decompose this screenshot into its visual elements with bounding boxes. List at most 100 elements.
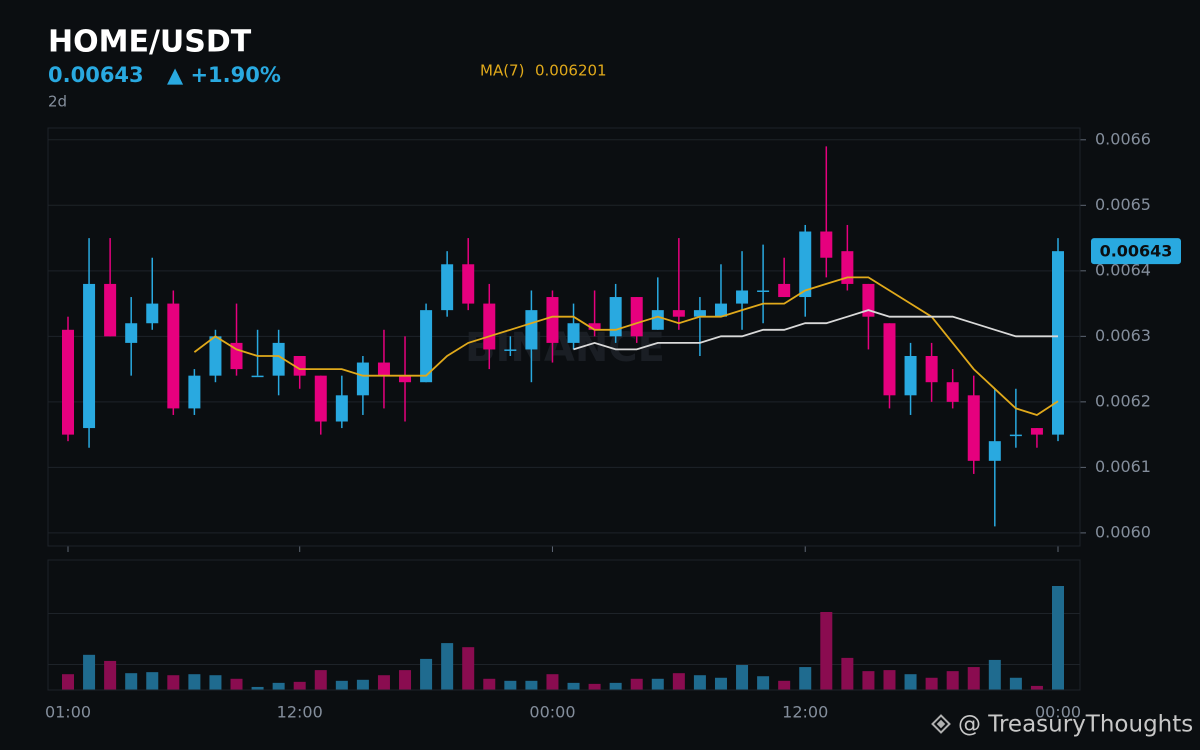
volume-bar [356, 679, 369, 690]
volume-bar [546, 674, 559, 690]
last-price: 0.00643 [48, 63, 144, 87]
candle-body [630, 297, 643, 337]
candle-body [883, 323, 896, 396]
volume-bar [778, 680, 791, 690]
x-tick-label: 12:00 [782, 703, 828, 722]
candle-body [483, 303, 496, 350]
volume-bar [377, 675, 390, 690]
candle-body [567, 323, 580, 343]
candle-body [546, 297, 559, 343]
candle-body [377, 362, 390, 376]
volume-bar [609, 682, 622, 690]
volume-bar [146, 672, 159, 690]
x-tick-label: 00:00 [1035, 703, 1081, 722]
candle-body [420, 310, 433, 383]
x-tick-label: 12:00 [277, 703, 323, 722]
volume-bar [420, 658, 433, 690]
volume-bar [1030, 685, 1043, 690]
y-tick-label: 0.0061 [1095, 457, 1151, 476]
volume-panel [47, 559, 1081, 691]
candle-body [988, 441, 1001, 461]
volume-bar [272, 682, 285, 690]
candle-body [651, 310, 664, 330]
candle-body [609, 297, 622, 337]
main-panel [47, 127, 1081, 547]
candle-body [1052, 251, 1064, 435]
candle-body [693, 310, 706, 317]
footer-logo [931, 714, 951, 734]
candle-body [820, 231, 833, 258]
volume-bar [651, 678, 664, 690]
volume-bar [714, 677, 727, 690]
volume-bar [672, 673, 685, 690]
volume-bar [946, 671, 959, 690]
volume-bar [862, 671, 875, 690]
volume-bar [483, 678, 496, 690]
volume-bar [188, 674, 201, 690]
volume-bar [462, 647, 475, 690]
candle-body [714, 303, 727, 317]
candle-body [862, 283, 875, 317]
plot-layer: 0.0060 0.0061 0.0062 0.0063 0.0064 0.0065 0.00… [45, 129, 1181, 722]
volume-bar [988, 659, 1001, 690]
candle-body [399, 375, 412, 383]
volume-bar [399, 670, 412, 690]
candle-body [588, 323, 601, 330]
volume-bar [904, 674, 917, 690]
volume-bar [525, 680, 538, 690]
period: 2d [48, 93, 67, 111]
volume-bar [104, 660, 117, 690]
price-change: ▲ +1.90% [167, 63, 281, 87]
footer: @ TreasuryThoughts [958, 712, 1193, 738]
candle-body [967, 395, 980, 461]
volume-bar [314, 670, 327, 690]
candle-body [146, 303, 159, 324]
volume-bar [230, 678, 243, 690]
volume-bar [841, 657, 854, 690]
y-tick-label: 0.0063 [1095, 326, 1151, 345]
price-tag-label: 0.00643 [1100, 242, 1173, 261]
candle-body [188, 375, 201, 409]
volume-bar [167, 675, 180, 690]
volume-bar [293, 681, 306, 690]
volume-bar [757, 676, 770, 690]
candle-body [778, 283, 791, 298]
ma-line [193, 276, 1059, 416]
volume-bar [209, 675, 222, 690]
chart-title: HOME/USDT [48, 25, 252, 60]
volume-bar [83, 654, 96, 690]
y-tick-label: 0.0064 [1095, 260, 1151, 279]
candle-body [167, 303, 180, 409]
y-tick-label: 0.0062 [1095, 391, 1151, 410]
volume-bar [588, 683, 601, 690]
candle-body [925, 356, 938, 383]
x-tick-label: 01:00 [45, 703, 91, 722]
ma-legend-name: MA(7) [480, 62, 524, 80]
candle-body [83, 283, 96, 429]
volume-bar [967, 667, 980, 690]
volume-bar [883, 670, 896, 690]
candle-body [272, 342, 285, 376]
volume-bar [62, 674, 74, 690]
candle-body [799, 231, 812, 298]
candle-body [736, 290, 749, 304]
candle-body [946, 382, 959, 402]
volume-bar [736, 665, 749, 690]
x-tick-label: 00:00 [529, 703, 575, 722]
candle-body [209, 336, 222, 376]
volume-bar [125, 673, 138, 690]
candle-body [1009, 434, 1022, 437]
candle-body [62, 329, 74, 435]
volume-bar [251, 686, 264, 690]
candle-body [1030, 428, 1043, 435]
candle-body [441, 264, 454, 311]
candle-body [672, 310, 685, 317]
volume-bar [630, 678, 643, 690]
candle-body [904, 356, 917, 396]
candle-body [104, 283, 117, 337]
candle-body [525, 310, 538, 350]
volume-bar [799, 667, 812, 690]
y-tick-label: 0.0065 [1095, 195, 1151, 214]
